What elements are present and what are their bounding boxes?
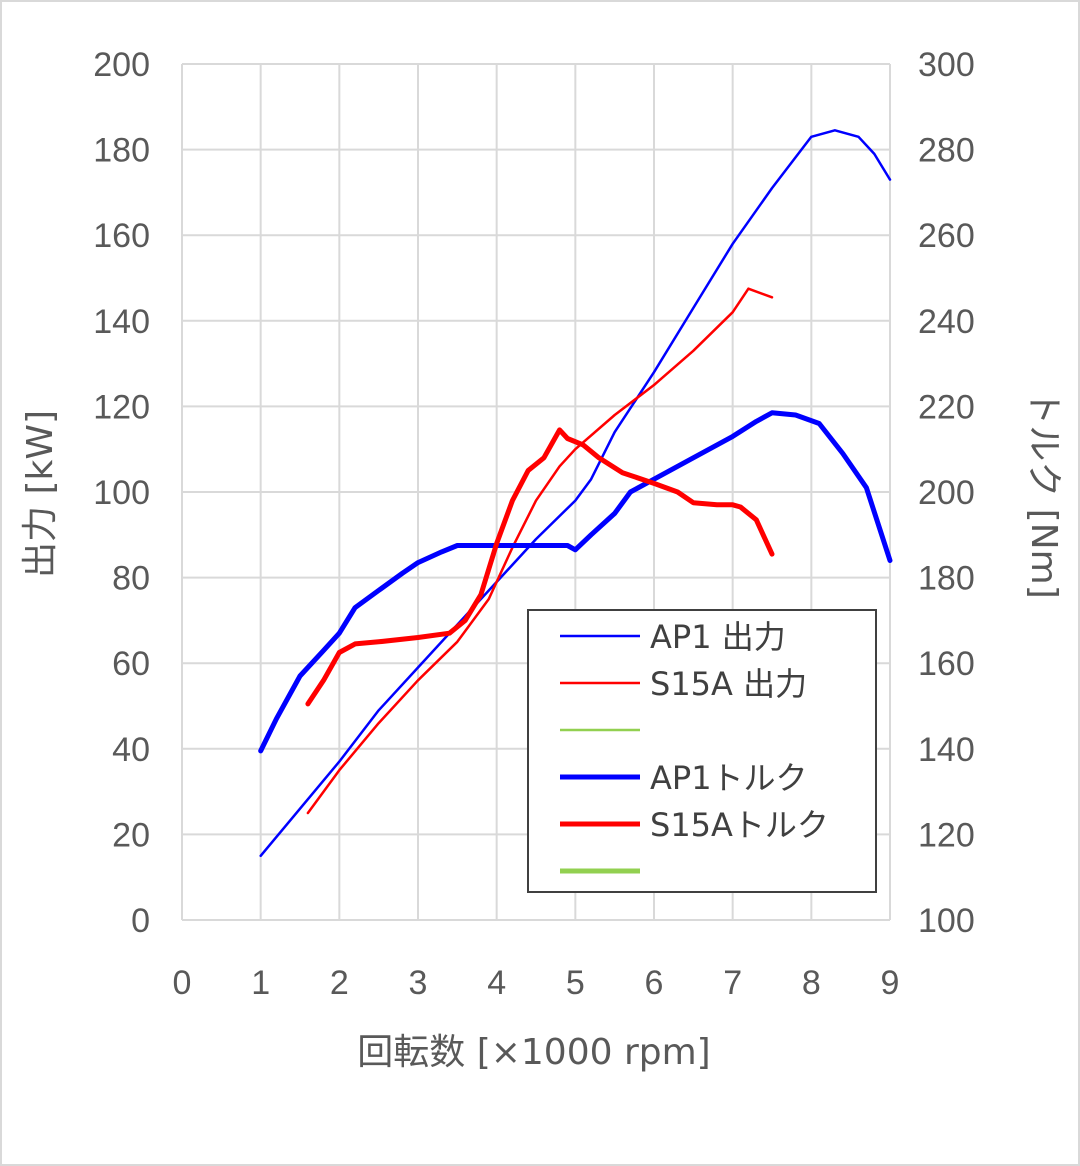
legend-label-0: AP1 出力: [650, 618, 786, 656]
left-axis-title: 出力 [kW]: [20, 410, 61, 578]
left-y-tick-label: 80: [112, 560, 150, 598]
right-y-tick-label: 280: [918, 132, 975, 170]
x-axis-title: 回転数 [×1000 rpm]: [357, 1032, 710, 1073]
left-y-tick-label: 160: [93, 217, 150, 255]
left-y-tick-label: 120: [93, 388, 150, 426]
x-tick-label: 3: [409, 964, 428, 1002]
right-y-tick-label: 120: [918, 816, 975, 854]
right-axis-title: トルク [Nm]: [1023, 389, 1064, 599]
legend-label-4: S15Aトルク: [650, 806, 829, 844]
right-y-tick-label: 200: [918, 474, 975, 512]
right-y-tick-label: 180: [918, 560, 975, 598]
left-y-tick-label: 20: [112, 816, 150, 854]
x-tick-label: 2: [330, 964, 349, 1002]
x-tick-label: 1: [251, 964, 270, 1002]
x-tick-label: 4: [487, 964, 506, 1002]
legend: AP1 出力 S15A 出力 AP1トルク S15Aトルク: [527, 609, 877, 893]
left-y-tick-label: 0: [131, 902, 150, 940]
left-y-tick-label: 100: [93, 474, 150, 512]
legend-label-1: S15A 出力: [650, 665, 807, 703]
series-line-3: [258, 410, 893, 754]
legend-box: [527, 609, 877, 893]
right-y-tick-label: 220: [918, 388, 975, 426]
legend-label-3: AP1トルク: [650, 759, 808, 797]
x-tick-label: 5: [566, 964, 585, 1002]
right-y-tick-label: 140: [918, 731, 975, 769]
right-y-tick-label: 260: [918, 217, 975, 255]
right-y-tick-label: 300: [918, 46, 975, 84]
left-y-tick-label: 200: [93, 46, 150, 84]
x-tick-label: 8: [802, 964, 821, 1002]
left-y-tick-label: 40: [112, 731, 150, 769]
series-line-1: [306, 287, 774, 815]
x-tick-label: 9: [881, 964, 900, 1002]
left-y-tick-label: 60: [112, 645, 150, 683]
left-y-tick-label: 140: [93, 303, 150, 341]
right-y-tick-label: 160: [918, 645, 975, 683]
x-tick-label: 6: [645, 964, 664, 1002]
x-tick-label: 7: [723, 964, 742, 1002]
x-tick-label: 0: [173, 964, 192, 1002]
right-y-tick-label: 100: [918, 902, 975, 940]
left-y-tick-label: 180: [93, 132, 150, 170]
series-lines: [258, 129, 893, 858]
series-line-0: [259, 129, 892, 858]
tick-labels: 0 1 2 3 4 5 6 7 8 9 0 20 40 60 80 100 120 140 160 180 200 100…: [93, 46, 974, 1002]
right-y-tick-label: 240: [918, 303, 975, 341]
series-line-4: [305, 427, 775, 707]
